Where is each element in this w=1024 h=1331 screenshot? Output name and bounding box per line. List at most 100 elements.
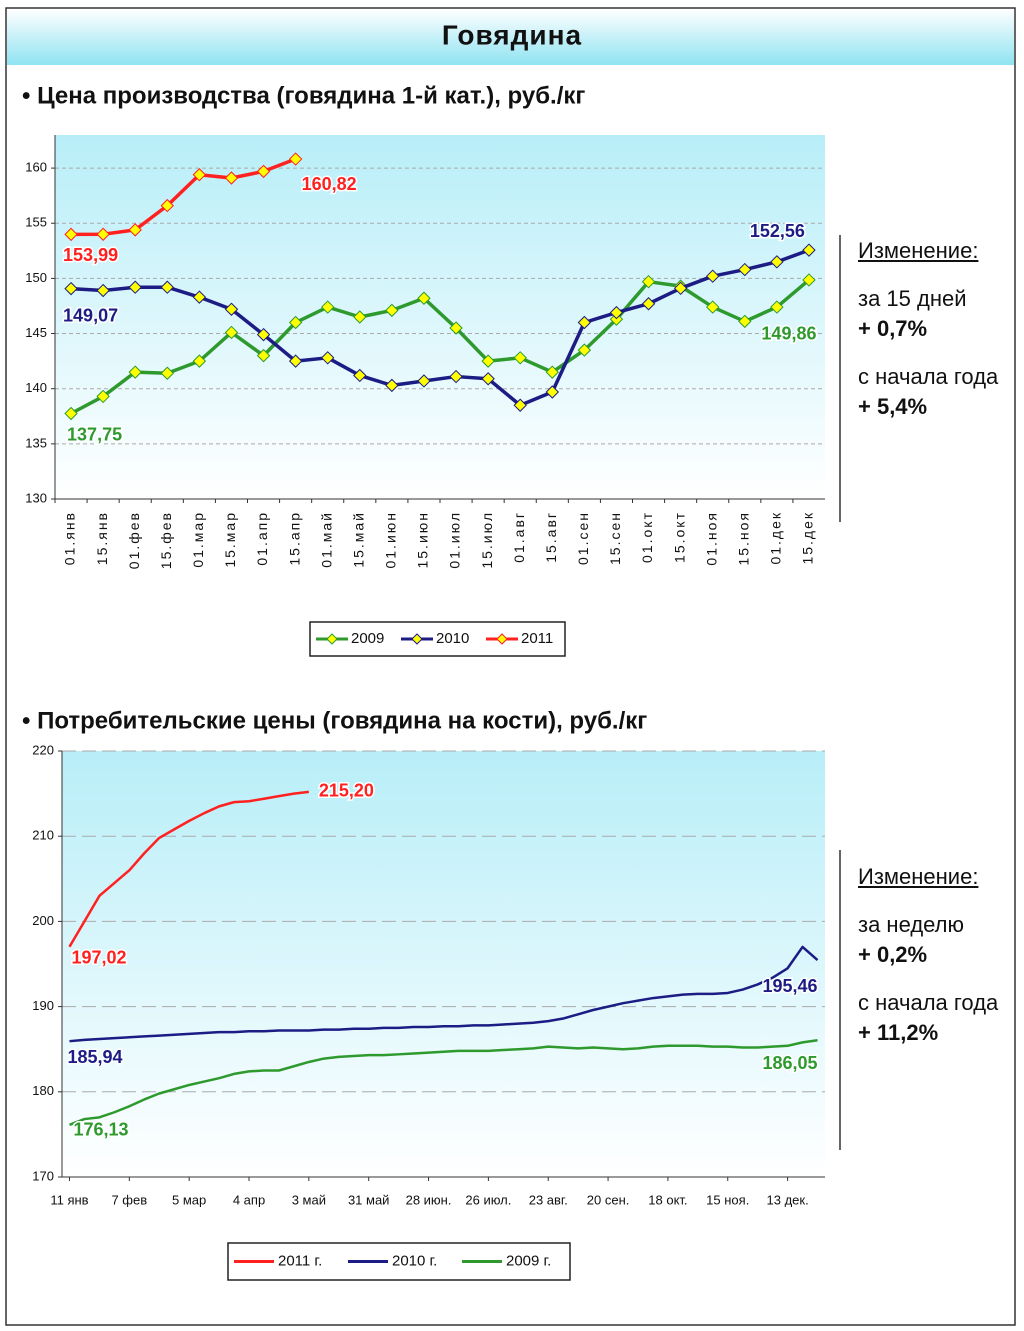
- marker: [770, 300, 784, 314]
- y-tick-label: 200: [32, 913, 54, 928]
- legend-label: 2010: [436, 630, 469, 647]
- y-tick-label: 190: [32, 998, 54, 1013]
- value-label: 137,75: [67, 424, 122, 444]
- marker: [288, 152, 303, 166]
- value-label: 153,99: [63, 245, 118, 265]
- page-title: Говядина: [442, 19, 582, 50]
- marker: [224, 302, 239, 316]
- value-label: 186,05: [762, 1053, 817, 1073]
- x-tick-label: 15.дек: [800, 511, 816, 565]
- marker: [641, 297, 656, 311]
- marker: [160, 366, 174, 380]
- marker: [96, 227, 110, 241]
- legend-label: 2009: [351, 630, 384, 647]
- marker: [481, 372, 495, 386]
- marker: [321, 351, 335, 365]
- series-line: [69, 945, 819, 1043]
- y-tick-label: 210: [32, 828, 54, 843]
- marker: [224, 171, 239, 185]
- notes-label: за неделю: [858, 912, 965, 937]
- marker: [609, 305, 624, 320]
- marker: [128, 280, 142, 294]
- marker: [545, 385, 559, 399]
- marker: [802, 273, 816, 287]
- y-tick-label: 150: [25, 270, 47, 285]
- legend-box: [309, 621, 566, 657]
- marker: [353, 368, 367, 383]
- x-tick-label: 15.сен: [607, 511, 623, 565]
- x-tick-label: 01.фев: [126, 511, 142, 569]
- notes: Изменение: за 15 дней + 0,7% с начала года +…: [858, 236, 1008, 440]
- plot-area: [55, 135, 825, 499]
- x-tick-label: 15.янв: [94, 511, 110, 565]
- x-tick-label: 15.июл: [479, 511, 495, 569]
- marker: [449, 369, 463, 384]
- x-tick-label: 18 окт.: [648, 1192, 687, 1207]
- value-label: 176,13: [73, 1120, 128, 1140]
- x-tick-label: 4 апр: [233, 1192, 265, 1207]
- marker: [256, 327, 271, 342]
- marker: [64, 281, 78, 296]
- x-tick-label: 7 фев: [111, 1192, 147, 1207]
- x-tick-label: 11 янв: [50, 1192, 88, 1207]
- y-tick-label: 160: [25, 160, 47, 175]
- x-tick-label: 01.сен: [575, 511, 591, 565]
- marker: [513, 351, 527, 365]
- marker: [673, 281, 688, 296]
- y-tick-label: 145: [25, 325, 47, 340]
- value-label: 149,07: [63, 305, 118, 325]
- marker: [417, 374, 431, 388]
- y-tick-label: 170: [32, 1168, 54, 1183]
- marker: [128, 365, 142, 379]
- value-label: 149,86: [761, 324, 816, 344]
- x-tick-label: 15.июн: [415, 511, 431, 569]
- legend-marker: [411, 633, 423, 645]
- legend-label: 2011: [521, 630, 553, 647]
- chart-subtitle: • Потребительские цены (говядина на кост…: [22, 707, 647, 734]
- value-label: 195,46: [762, 976, 817, 996]
- marker: [192, 290, 207, 304]
- marker: [706, 269, 720, 283]
- marker: [802, 243, 816, 257]
- x-tick-label: 15.апр: [286, 511, 302, 566]
- x-tick-label: 01.янв: [62, 511, 78, 565]
- x-tick-label: 01.ноя: [703, 511, 719, 566]
- marker: [160, 280, 174, 294]
- x-tick-label: 23 авг.: [529, 1192, 568, 1207]
- marker: [738, 314, 752, 329]
- notes-heading: Изменение:: [858, 238, 979, 263]
- series-line: [69, 1039, 818, 1126]
- marker: [353, 310, 367, 324]
- notes-value: + 11,2%: [858, 1020, 939, 1045]
- marker: [706, 300, 720, 314]
- marker: [96, 283, 110, 298]
- marker: [545, 365, 559, 379]
- x-tick-label: 26 июл.: [465, 1192, 511, 1207]
- marker: [577, 315, 592, 330]
- x-tick-label: 15.окт: [671, 511, 687, 563]
- x-tick-label: 01.май: [318, 511, 334, 568]
- notes-label: за 15 дней: [858, 286, 967, 311]
- marker: [192, 354, 207, 368]
- notes-heading: Изменение:: [858, 864, 979, 889]
- marker: [385, 303, 399, 318]
- x-tick-label: 5 мар: [172, 1192, 206, 1207]
- value-label: 185,94: [67, 1047, 122, 1067]
- x-tick-label: 01.мар: [190, 511, 206, 568]
- marker: [641, 274, 656, 289]
- x-tick-label: 01.дек: [768, 511, 784, 565]
- x-tick-label: 01.окт: [639, 511, 655, 563]
- notes-label: с начала года: [858, 364, 999, 389]
- chart-subtitle: • Цена производства (говядина 1-й кат.),…: [22, 82, 585, 109]
- notes: Изменение: за неделю + 0,2% с начала года + …: [858, 862, 1008, 1066]
- legend-label: 2011 г.: [278, 1252, 322, 1269]
- notes-label: с начала года: [858, 990, 999, 1015]
- x-tick-label: 01.июн: [383, 511, 399, 569]
- marker: [288, 354, 303, 368]
- x-tick-label: 13 дек.: [767, 1192, 809, 1207]
- y-tick-label: 135: [25, 435, 47, 450]
- marker: [96, 389, 110, 404]
- legend-marker: [326, 633, 338, 645]
- x-tick-label: 3 май: [292, 1192, 326, 1207]
